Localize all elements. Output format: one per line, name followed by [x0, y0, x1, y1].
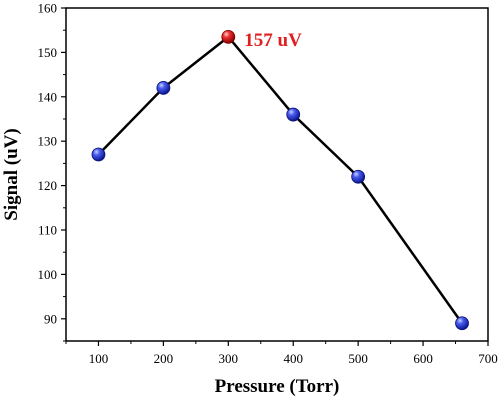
- y-tick-label: 160: [38, 1, 58, 16]
- x-tick-label: 500: [348, 351, 368, 366]
- tick-labels: 100 200 300 400 500 600 700 90 100 110 120 130 140 15…: [38, 1, 498, 367]
- data-point: [156, 81, 171, 95]
- y-tick-label: 140: [38, 89, 58, 104]
- data-point: [455, 316, 469, 331]
- x-tick-label: 700: [478, 351, 498, 366]
- x-tick-label: 100: [89, 351, 109, 366]
- y-axis-title: Signal (uV): [1, 128, 22, 220]
- axis-ticks: [61, 7, 489, 346]
- x-tick-label: 600: [413, 351, 433, 366]
- x-tick-label: 300: [219, 351, 239, 366]
- y-tick-label: 150: [38, 45, 58, 60]
- series-line-layer: [97, 35, 464, 324]
- y-tick-label: 90: [44, 311, 57, 326]
- series-line: [97, 35, 464, 324]
- y-tick-label: 100: [38, 267, 58, 282]
- peak-annotation: 157 uV: [244, 30, 302, 51]
- data-markers: [91, 29, 469, 331]
- plot-frame: [65, 7, 489, 342]
- data-point: [351, 169, 366, 184]
- data-point-highlight: [221, 29, 236, 44]
- x-tick-label: 200: [154, 351, 174, 366]
- y-tick-label: 110: [38, 223, 57, 238]
- y-tick-label: 120: [38, 178, 58, 193]
- x-tick-label: 400: [283, 351, 303, 366]
- x-axis-title: Pressure (Torr): [215, 376, 340, 397]
- y-tick-label: 130: [38, 134, 58, 149]
- data-point: [91, 147, 106, 162]
- data-point: [286, 107, 301, 122]
